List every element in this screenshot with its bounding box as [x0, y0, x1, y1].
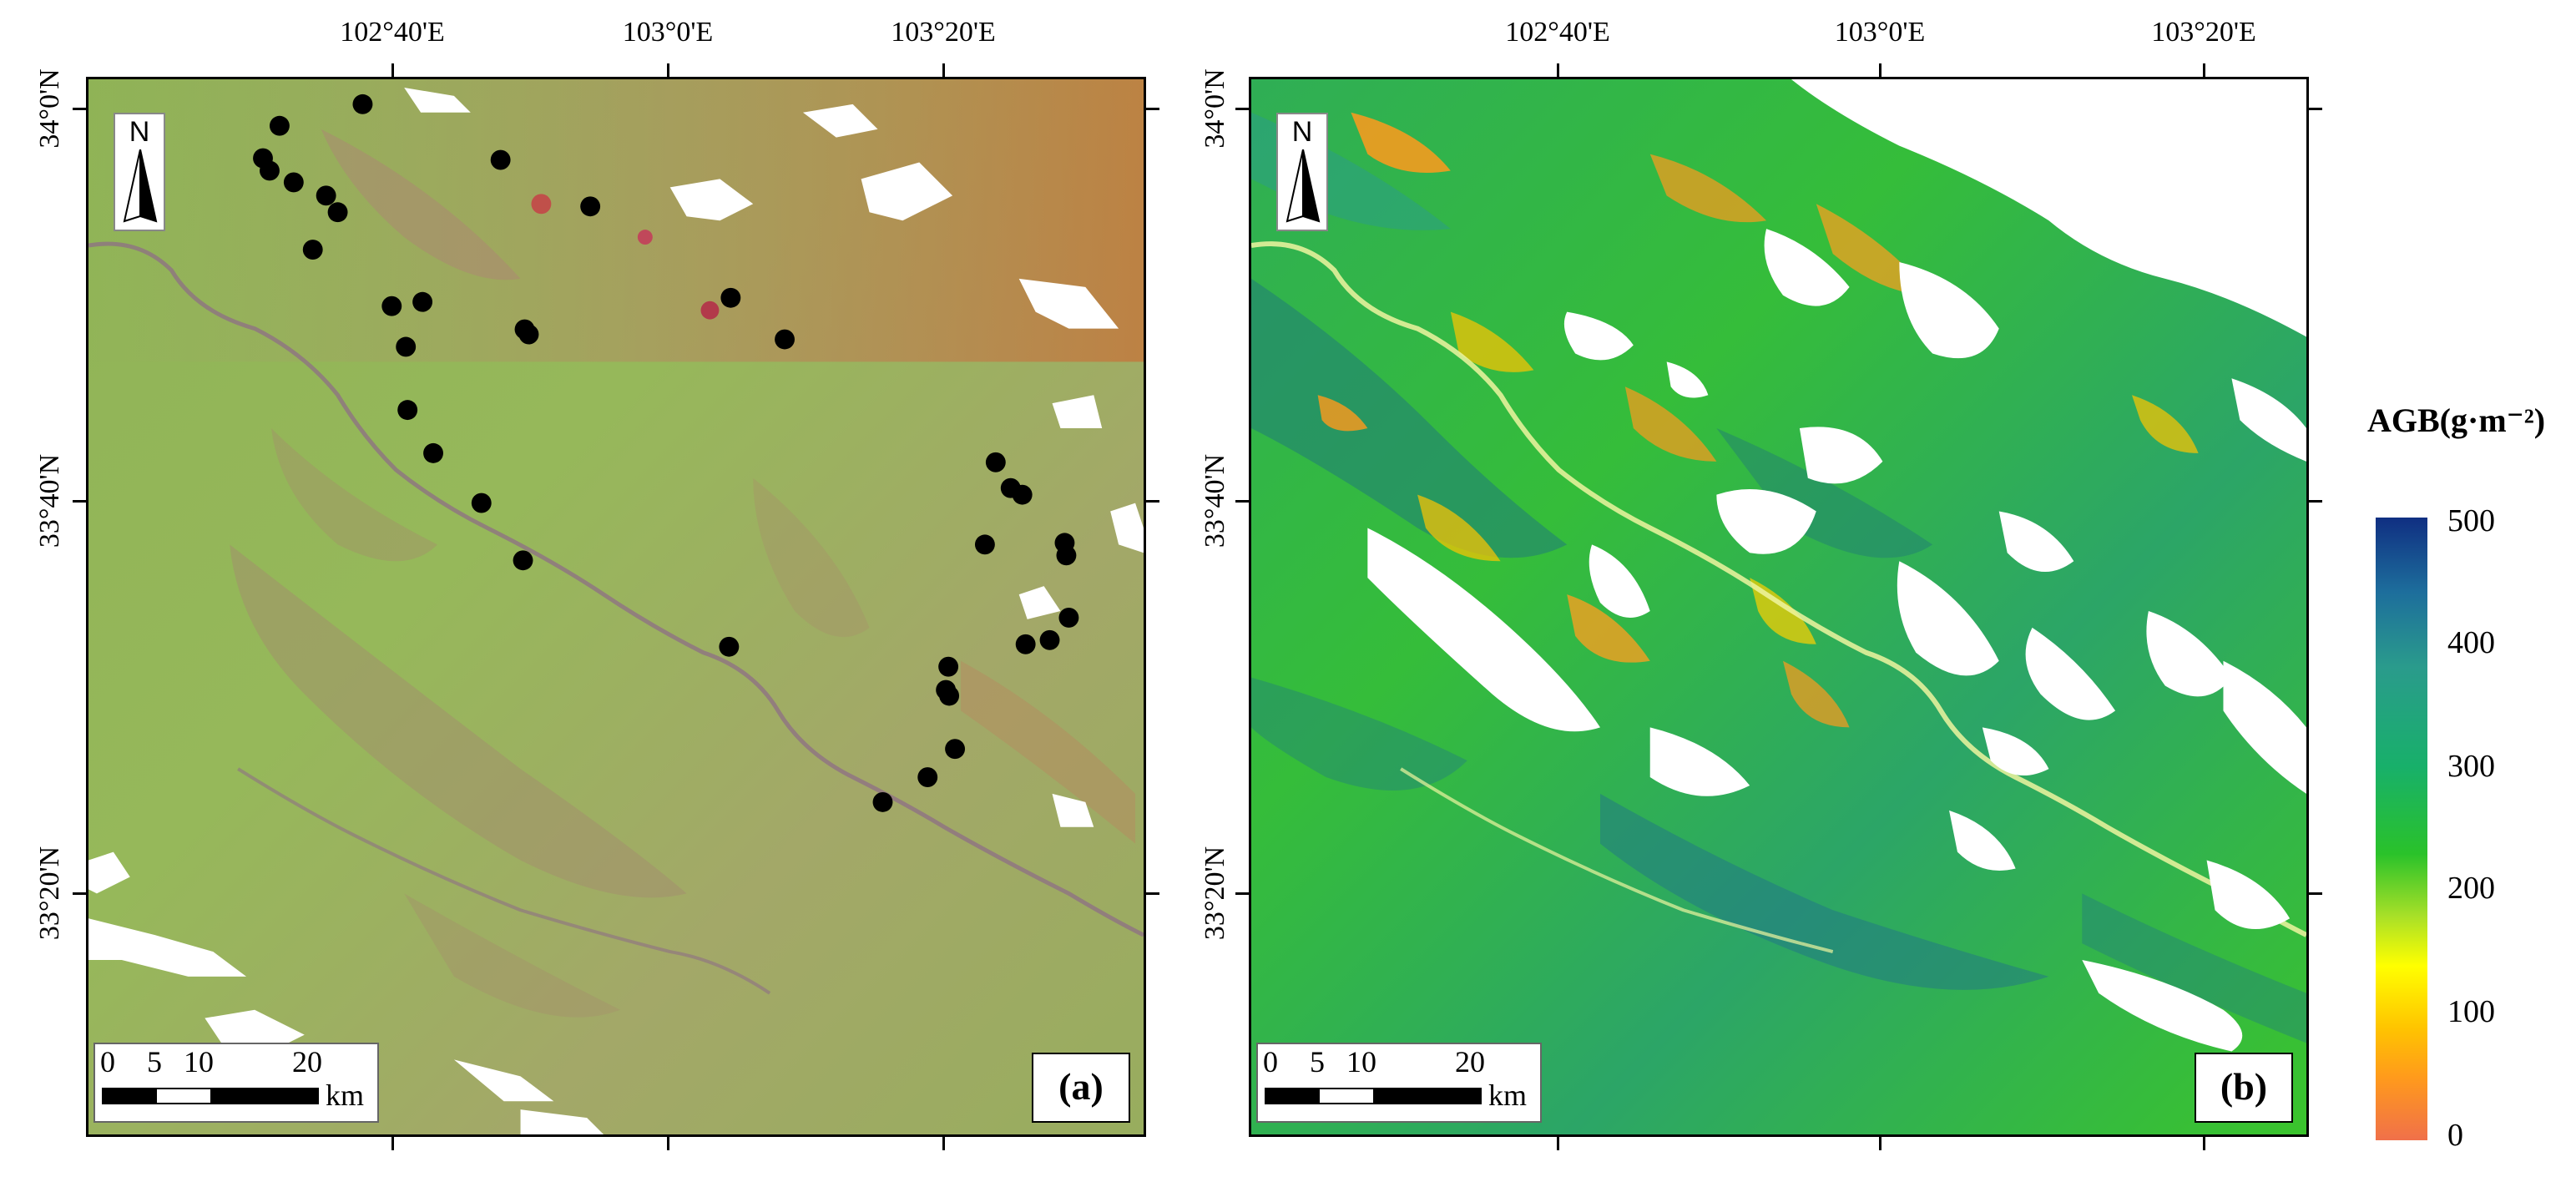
tick-mark [2203, 63, 2205, 77]
lon-label-b-2: 103°0'E [1834, 17, 1926, 48]
panel-label-b: (b) [2195, 1053, 2293, 1123]
tick-mark [73, 500, 86, 503]
map-panel-a: N 0 5 10 20 km (a) [86, 77, 1146, 1137]
scale-bar: 0 5 10 20 km [93, 1043, 379, 1123]
tick-mark [1879, 63, 1881, 77]
legend-tick-400: 400 [2447, 625, 2495, 660]
lat-label-a-3: 33°20'N [34, 846, 65, 941]
lon-label-b-3: 103°20'E [2151, 17, 2256, 48]
legend-tick-300: 300 [2447, 749, 2495, 784]
tick-mark [1557, 63, 1559, 77]
panel-label-a: (a) [1032, 1053, 1130, 1123]
scale-bar-segments [102, 1088, 319, 1104]
legend-color-bar [2376, 518, 2427, 1140]
north-letter: N [1291, 116, 1313, 148]
north-arrow-icon: N [1276, 113, 1328, 231]
sample-points [253, 93, 1079, 812]
scale-unit: km [1488, 1078, 1528, 1112]
scale-label-5: 5 [147, 1045, 162, 1078]
scale-bar: 0 5 10 20 km [1256, 1043, 1542, 1123]
legend-tick-500: 500 [2447, 503, 2495, 538]
tick-mark [1235, 500, 1249, 503]
map-panel-b: N 0 5 10 20 km (b) [1249, 77, 2309, 1137]
lat-label-a-1: 34°0'N [34, 68, 65, 149]
map-b-image [1251, 79, 2306, 1134]
legend-title: AGB(g·m⁻²) [2367, 402, 2546, 439]
scale-unit: km [326, 1078, 365, 1112]
tick-mark [73, 108, 86, 110]
tick-mark [1146, 108, 1159, 110]
tick-mark [667, 1137, 669, 1150]
map-a-image [88, 79, 1144, 1134]
tick-mark [1557, 1137, 1559, 1150]
compass-arrow-icon [1285, 149, 1321, 223]
tick-mark [2309, 892, 2322, 895]
tick-mark [2309, 108, 2322, 110]
lat-label-b-1: 34°0'N [1200, 68, 1230, 149]
north-arrow-icon: N [114, 113, 165, 231]
tick-mark [1146, 892, 1159, 895]
scale-label-0: 0 [100, 1045, 115, 1078]
tick-mark [1235, 108, 1249, 110]
tick-mark [391, 63, 394, 77]
scale-label-5: 5 [1310, 1045, 1325, 1078]
scale-label-20: 20 [1455, 1045, 1485, 1078]
north-letter: N [129, 116, 150, 148]
compass-arrow-icon [123, 149, 158, 223]
lon-label-a-2: 103°0'E [622, 17, 714, 48]
lat-label-b-2: 33°40'N [1200, 453, 1230, 548]
scale-label-10: 10 [184, 1045, 214, 1078]
tick-mark [2203, 1137, 2205, 1150]
tick-mark [942, 63, 945, 77]
tick-mark [667, 63, 669, 77]
tick-mark [391, 1137, 394, 1150]
legend-tick-200: 200 [2447, 871, 2495, 906]
legend-tick-0: 0 [2447, 1118, 2463, 1153]
lon-label-a-1: 102°40'E [340, 17, 445, 48]
tick-mark [1879, 1137, 1881, 1150]
lon-label-a-3: 103°20'E [891, 17, 996, 48]
tick-mark [73, 892, 86, 895]
scale-bar-segments [1265, 1088, 1482, 1104]
lon-label-b-1: 102°40'E [1505, 17, 1610, 48]
lat-label-b-3: 33°20'N [1200, 846, 1230, 941]
tick-mark [2309, 500, 2322, 503]
legend-tick-100: 100 [2447, 994, 2495, 1029]
tick-mark [1235, 892, 1249, 895]
scale-label-10: 10 [1346, 1045, 1376, 1078]
tick-mark [942, 1137, 945, 1150]
scale-label-20: 20 [292, 1045, 322, 1078]
tick-mark [1146, 500, 1159, 503]
scale-label-0: 0 [1263, 1045, 1278, 1078]
lat-label-a-2: 33°40'N [34, 453, 65, 548]
